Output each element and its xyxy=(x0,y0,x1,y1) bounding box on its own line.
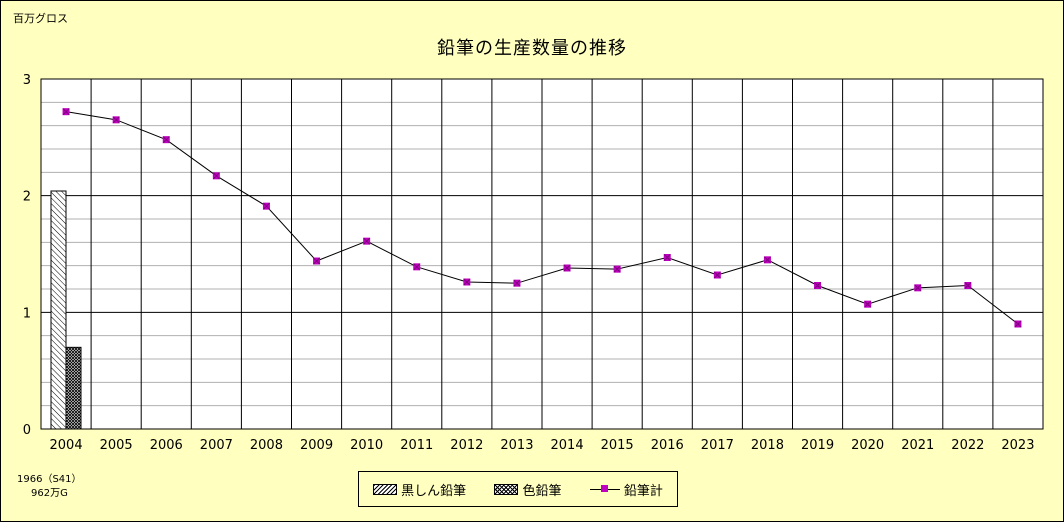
y-tick-label: 2 xyxy=(23,190,31,205)
x-tick-label: 2011 xyxy=(400,438,433,453)
x-tick-label: 2013 xyxy=(500,438,533,453)
legend-label-total: 鉛筆計 xyxy=(623,483,663,499)
x-tick-label: 2017 xyxy=(701,438,734,453)
x-tick-label: 2004 xyxy=(50,438,83,453)
plot-border xyxy=(40,78,1044,430)
data-point-cross xyxy=(112,116,120,124)
x-tick-label: 2023 xyxy=(1001,438,1034,453)
data-point-cross xyxy=(764,256,771,264)
x-tick-label: 2016 xyxy=(651,438,684,453)
legend-label-kuro: 黒しん鉛筆 xyxy=(401,483,467,499)
data-point-cross xyxy=(62,108,70,116)
y-tick-label: 1 xyxy=(23,306,31,321)
legend-label-iro: 色鉛筆 xyxy=(522,483,562,499)
data-point-cross xyxy=(814,282,821,289)
data-point-cross xyxy=(413,263,421,271)
legend-item-iro: 色鉛筆 xyxy=(494,480,562,499)
data-point-cross xyxy=(162,136,170,144)
data-point-cross xyxy=(964,282,972,289)
data-point-cross xyxy=(313,257,320,265)
data-point-cross xyxy=(663,254,671,261)
legend-item-total: 鉛筆計 xyxy=(589,480,663,499)
y-tick-label: 0 xyxy=(23,423,31,438)
x-tick-label: 2015 xyxy=(601,438,634,453)
legend-swatch-iro xyxy=(494,483,519,495)
series-line xyxy=(65,111,1019,325)
reference-note-value: 962万G xyxy=(31,488,68,499)
data-point-cross xyxy=(1014,320,1022,328)
reference-bar-iro xyxy=(65,346,82,430)
chart-title: 鉛筆の生産数量の推移 xyxy=(437,38,627,59)
x-tick-label: 2007 xyxy=(200,438,233,453)
data-point-cross xyxy=(713,271,721,279)
x-tick-label: 2009 xyxy=(300,438,333,453)
x-tick-label: 2012 xyxy=(450,438,483,453)
legend-swatch-total xyxy=(589,484,620,494)
data-point-cross xyxy=(513,279,521,287)
x-tick-label: 2020 xyxy=(851,438,884,453)
reference-note-year: 1966（S41） xyxy=(17,474,82,485)
data-point-cross xyxy=(263,202,270,210)
x-tick-label: 2021 xyxy=(901,438,934,453)
x-tick-label: 2005 xyxy=(100,438,133,453)
y-tick-label: 3 xyxy=(23,73,31,88)
data-point-cross xyxy=(463,278,471,286)
data-point-cross xyxy=(563,264,571,272)
data-point-cross xyxy=(363,237,371,245)
data-point-cross xyxy=(613,265,621,273)
data-point-cross xyxy=(864,300,872,308)
x-tick-label: 2010 xyxy=(350,438,383,453)
y-unit-label: 百万グロス xyxy=(13,12,68,25)
legend: 黒しん鉛筆 色鉛筆 鉛筆計 xyxy=(358,471,678,507)
x-tick-label: 2008 xyxy=(250,438,283,453)
legend-swatch-kuro xyxy=(373,483,398,495)
x-tick-label: 2022 xyxy=(951,438,984,453)
reference-bar-kuro xyxy=(50,190,67,430)
legend-item-kuro: 黒しん鉛筆 xyxy=(373,480,466,499)
data-point-cross xyxy=(914,284,922,292)
x-tick-label: 2018 xyxy=(751,438,784,453)
x-tick-label: 2014 xyxy=(551,438,584,453)
x-tick-label: 2006 xyxy=(150,438,183,453)
data-point-cross xyxy=(212,172,220,180)
x-tick-label: 2019 xyxy=(801,438,834,453)
